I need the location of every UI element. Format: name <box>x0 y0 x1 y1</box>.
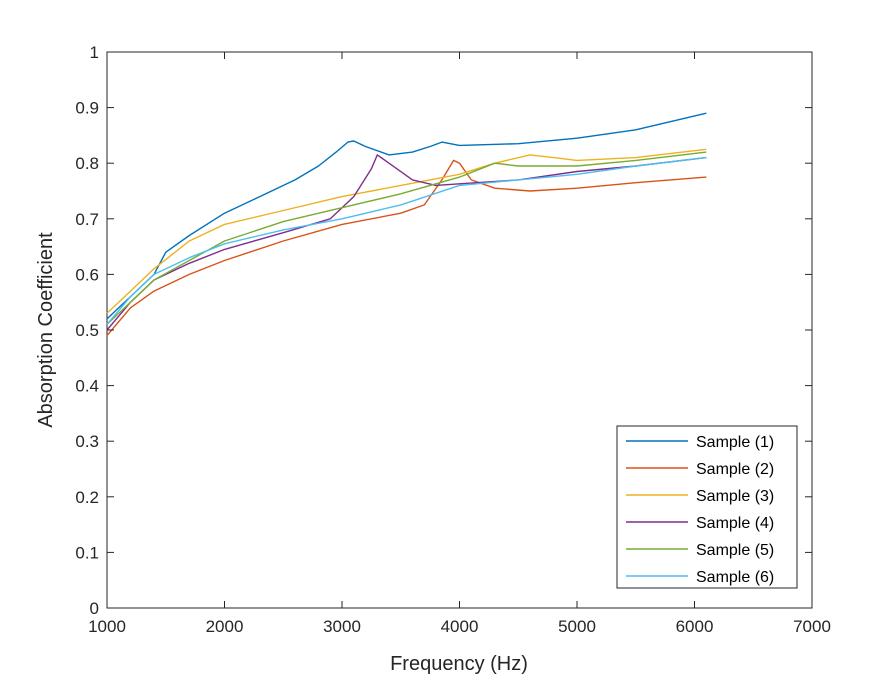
x-tick-label: 1000 <box>88 617 126 636</box>
y-tick-label: 0.1 <box>75 543 99 562</box>
series-line-1 <box>106 112 707 320</box>
x-tick-label: 3000 <box>323 617 361 636</box>
y-tick-label: 0.6 <box>75 265 99 284</box>
y-tick-label: 0.2 <box>75 488 99 507</box>
legend-label-1: Sample (1) <box>696 434 774 451</box>
y-tick-label: 0.8 <box>75 154 99 173</box>
ticks-layer: 1000 2000 3000 4000 5000 6000 7000 0 0.1 0.2 0.3 0.… <box>75 43 831 636</box>
series-line-6 <box>106 156 707 325</box>
y-tick-label: 0.9 <box>75 99 99 118</box>
x-tick-label: 6000 <box>676 617 714 636</box>
legend-box <box>616 425 798 589</box>
legend-label-6: Sample (6) <box>696 569 774 586</box>
x-axis-title: Frequency (Hz) <box>390 653 528 675</box>
series-line-3 <box>106 148 707 314</box>
y-tick-label: 1 <box>90 43 99 62</box>
y-tick-label: 0.4 <box>75 377 99 396</box>
x-tick-label: 2000 <box>206 617 244 636</box>
series-layer <box>106 112 707 337</box>
y-tick-label: 0.5 <box>75 321 99 340</box>
legend-label-4: Sample (4) <box>696 515 774 532</box>
y-tick-label: 0 <box>90 599 99 618</box>
x-tick-label: 7000 <box>793 617 831 636</box>
y-tick-label: 0.7 <box>75 210 99 229</box>
x-tick-label: 5000 <box>558 617 596 636</box>
legend-label-5: Sample (5) <box>696 542 774 559</box>
legend-label-3: Sample (3) <box>696 488 774 505</box>
series-line-2 <box>106 159 707 337</box>
y-axis-title: Absorption Coefficient <box>35 232 57 428</box>
x-tick-label: 4000 <box>441 617 479 636</box>
legend: Sample (1) Sample (2) Sample (3) Sample (4)… <box>616 425 798 589</box>
series-line-5 <box>106 151 707 325</box>
y-tick-label: 0.3 <box>75 432 99 451</box>
legend-label-2: Sample (2) <box>696 461 774 478</box>
